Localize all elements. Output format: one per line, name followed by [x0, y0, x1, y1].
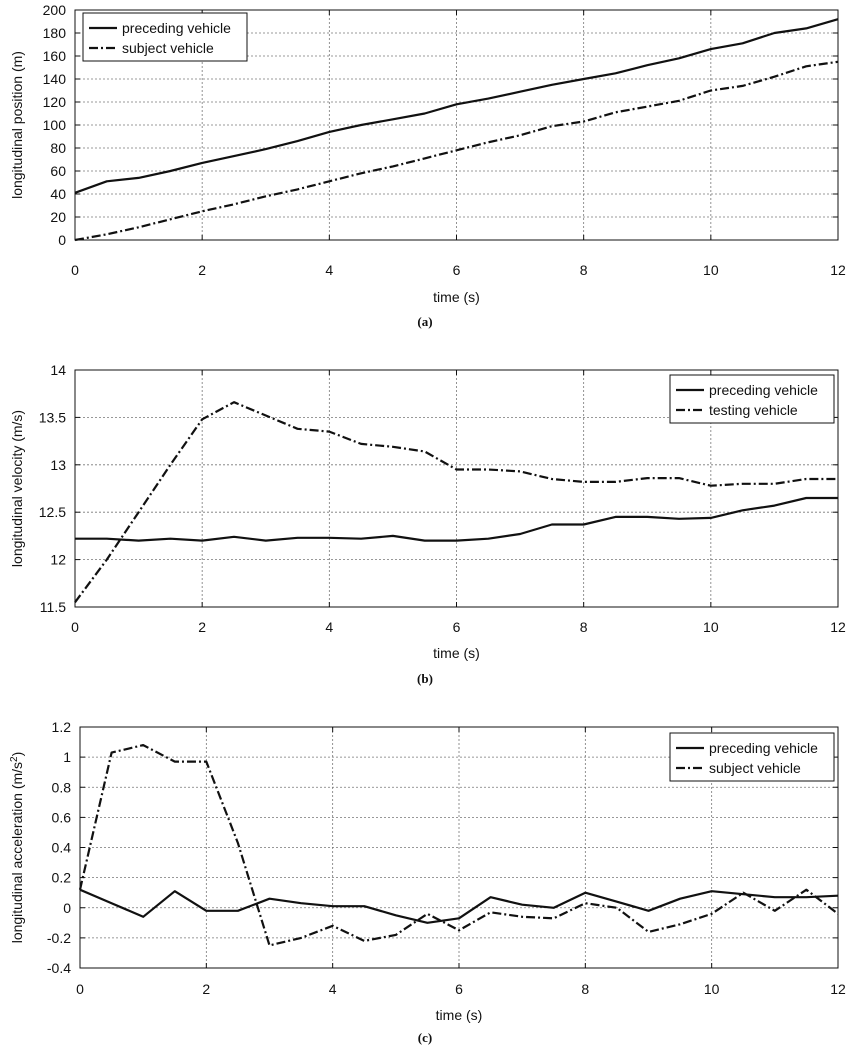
x-tick-label: 8 [581, 981, 589, 997]
x-tick-label: 10 [703, 619, 719, 635]
x-tick-label: 2 [198, 262, 206, 278]
x-tick-label: 4 [325, 619, 333, 635]
x-tick-label: 12 [830, 981, 846, 997]
x-tick-label: 12 [830, 619, 846, 635]
x-tick-label: 10 [703, 262, 719, 278]
y-tick-label: 120 [43, 94, 67, 110]
x-tick-label: 0 [71, 262, 79, 278]
y-tick-label: 0.6 [52, 809, 72, 825]
legend-box [82, 12, 248, 62]
legend: preceding vehicle testing vehicle [669, 374, 835, 424]
legend: preceding vehicle subject vehicle [669, 732, 835, 782]
legend-label: preceding vehicle [709, 740, 818, 756]
legend-label: testing vehicle [709, 402, 798, 418]
y-tick-label: 0 [58, 232, 66, 248]
y-tick-label: 0.8 [52, 779, 72, 795]
x-axis-label: time (s) [433, 645, 480, 661]
panel-label: (a) [417, 314, 432, 329]
y-tick-label: 40 [50, 186, 66, 202]
y-tick-label: 14 [50, 362, 66, 378]
x-tick-label: 4 [325, 262, 333, 278]
y-tick-label: 13.5 [39, 409, 66, 425]
y-axis-label: longitudinal velocity (m/s) [9, 410, 25, 567]
y-tick-label: 1.2 [52, 719, 72, 735]
series-line-subject-vehicle [78, 743, 839, 947]
x-tick-label: 8 [580, 262, 588, 278]
y-axis-label: longitudinal position (m) [9, 51, 25, 199]
chart-panel-a: 0 2 4 6 8 10 12020406080100120140160180200time… [9, 2, 846, 329]
legend-label: subject vehicle [122, 40, 214, 56]
x-tick-label: 6 [453, 619, 461, 635]
legend: preceding vehicle subject vehicle [82, 12, 248, 62]
x-tick-label: 4 [329, 981, 337, 997]
y-tick-label: 140 [43, 71, 67, 87]
x-tick-label: 6 [453, 262, 461, 278]
x-tick-label: 2 [202, 981, 210, 997]
y-axis-label-end: ) [9, 752, 25, 757]
x-tick-label: 10 [704, 981, 720, 997]
y-axis-label: longitudinal acceleration (m/s2) [9, 752, 25, 944]
y-tick-label: -0.4 [47, 960, 71, 976]
series-line-testing-vehicle [74, 401, 838, 603]
x-axis-label: time (s) [433, 289, 480, 305]
y-tick-label: 20 [50, 209, 66, 225]
series-line-subject-vehicle [74, 60, 839, 242]
x-tick-label: 12 [830, 262, 846, 278]
x-tick-label: 2 [198, 619, 206, 635]
y-tick-label: 100 [43, 117, 67, 133]
y-tick-label: 13 [50, 457, 66, 473]
legend-label: preceding vehicle [709, 382, 818, 398]
x-tick-label: 0 [71, 619, 79, 635]
y-axis-label-superscript: 2 [9, 756, 20, 762]
series-line-preceding-vehicle [75, 496, 838, 542]
y-tick-label: 180 [43, 25, 67, 41]
y-tick-label: 0.4 [52, 840, 72, 856]
legend-box [669, 374, 835, 424]
chart-panel-c: 0 2 4 6 8 10 12 -0.4 -0.2 0 0.2 0.4 0.6 0.8 1 1.2 time (… [9, 719, 846, 1045]
x-tick-label: 8 [580, 619, 588, 635]
y-tick-label: 60 [50, 163, 66, 179]
y-tick-label: 0.2 [52, 870, 72, 886]
panel-label: (c) [418, 1030, 432, 1045]
y-tick-label: 1 [63, 749, 71, 765]
series-line-preceding-vehicle [79, 888, 839, 924]
x-tick-label: 0 [76, 981, 84, 997]
chart-panel-b: 0 2 4 6 8 10 12 11.5 12 12.5 13 13.5 14 time (s) longi… [9, 362, 846, 686]
y-tick-label: 0 [63, 900, 71, 916]
y-tick-label: -0.2 [47, 930, 71, 946]
y-tick-label: 200 [43, 2, 67, 18]
y-tick-label: 11.5 [40, 599, 66, 615]
x-axis-label: time (s) [436, 1007, 483, 1023]
legend-label: preceding vehicle [122, 20, 231, 36]
panel-label: (b) [417, 671, 433, 686]
y-tick-label: 12.5 [39, 504, 66, 520]
legend-box [669, 732, 835, 782]
legend-label: subject vehicle [709, 760, 801, 776]
y-tick-label: 160 [43, 48, 67, 64]
y-tick-label: 80 [50, 140, 66, 156]
series-line-preceding-vehicle [74, 18, 839, 194]
x-tick-label: 6 [455, 981, 463, 997]
y-tick-label: 12 [50, 552, 66, 568]
